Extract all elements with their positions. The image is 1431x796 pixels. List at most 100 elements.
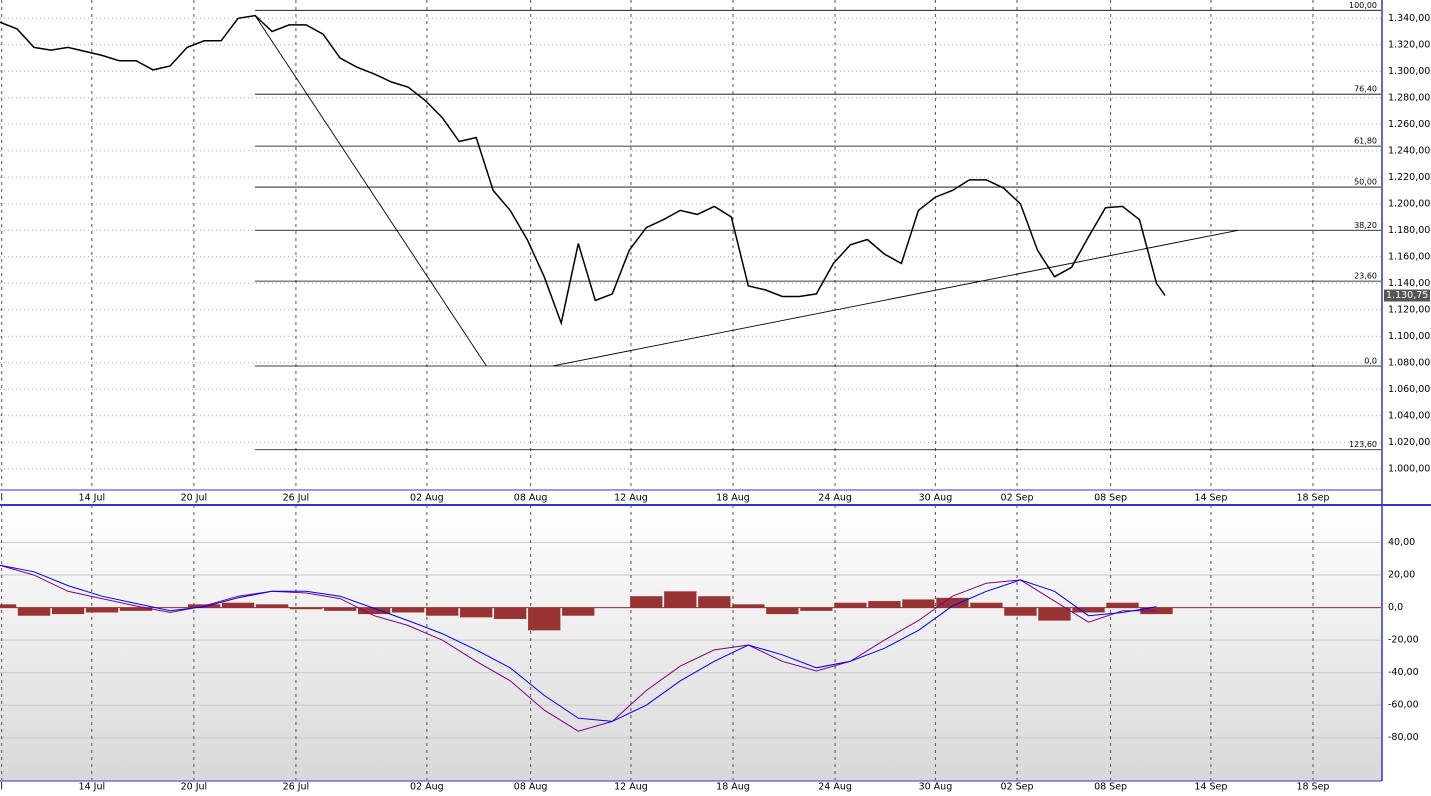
y-tick-label: 1.120,00 bbox=[1388, 304, 1430, 315]
y-tick-label: 1.300,00 bbox=[1388, 66, 1430, 77]
histogram-bar bbox=[119, 607, 153, 611]
histogram-bar bbox=[255, 604, 289, 608]
panel-bg bbox=[0, 508, 1382, 781]
x-tick-label: 02 Sep bbox=[1001, 493, 1034, 504]
y-tick-label: 1.020,00 bbox=[1388, 437, 1430, 448]
x-tick-label: 30 Aug bbox=[919, 782, 953, 793]
histogram-bar bbox=[17, 607, 51, 616]
x-tick-label: 02 Sep bbox=[1001, 782, 1034, 793]
y-tick-label: 1.080,00 bbox=[1388, 357, 1430, 368]
histogram-bar bbox=[528, 607, 561, 631]
y-tick-label: -60,00 bbox=[1388, 700, 1419, 711]
x-tick-label: 08 Sep bbox=[1094, 782, 1127, 793]
y-tick-label: 1.220,00 bbox=[1388, 172, 1430, 183]
x-tick-label: 24 Aug bbox=[818, 493, 852, 504]
y-tick-label: 40,00 bbox=[1388, 537, 1415, 548]
histogram-bar bbox=[51, 607, 85, 615]
histogram-bar bbox=[562, 607, 595, 616]
histogram-bar bbox=[868, 601, 901, 608]
y-tick-label: -20,00 bbox=[1388, 635, 1419, 646]
x-tick-label: 08 Aug bbox=[514, 782, 548, 793]
last-value-box bbox=[1384, 289, 1430, 302]
x-tick-label: 12 Aug bbox=[614, 782, 648, 793]
histogram-bar bbox=[970, 602, 1003, 608]
y-tick-label: 1.280,00 bbox=[1388, 92, 1430, 103]
histogram-bar bbox=[221, 602, 255, 608]
fib-label: 100,00 bbox=[1349, 1, 1377, 10]
y-tick-label: 1.200,00 bbox=[1388, 198, 1430, 209]
y-tick-label: 1.140,00 bbox=[1388, 278, 1430, 289]
x-tick-label: 08 Sep bbox=[1094, 493, 1127, 504]
fib-label: 123,60 bbox=[1349, 440, 1377, 449]
trendline bbox=[552, 229, 1239, 367]
last-value-label: 1.130,75 bbox=[1386, 290, 1428, 301]
x-tick-label: 18 Sep bbox=[1296, 782, 1329, 793]
histogram-bar bbox=[1038, 607, 1071, 621]
histogram-bar bbox=[902, 599, 935, 608]
histogram-bar bbox=[1106, 602, 1139, 608]
x-tick-label: 24 Aug bbox=[818, 782, 852, 793]
x-tick-label: 14 Jul bbox=[79, 493, 106, 504]
x-tick-label: 12 Aug bbox=[614, 493, 648, 504]
histogram-bar bbox=[85, 607, 119, 613]
y-tick-label: 1.320,00 bbox=[1388, 39, 1430, 50]
histogram-bar bbox=[698, 596, 731, 608]
fib-label: 76,40 bbox=[1354, 85, 1377, 94]
x-tick-label: 08 Aug bbox=[514, 493, 548, 504]
y-tick-label: 1.000,00 bbox=[1388, 463, 1430, 474]
histogram-bar bbox=[664, 591, 697, 608]
fib-label: 50,00 bbox=[1354, 178, 1377, 187]
x-tick-label: 14 Sep bbox=[1194, 782, 1227, 793]
histogram-bar bbox=[834, 602, 867, 608]
x-tick-label: 02 Aug bbox=[410, 782, 444, 793]
histogram-bar bbox=[1072, 607, 1105, 613]
trendline bbox=[254, 15, 487, 367]
y-tick-label: 1.060,00 bbox=[1388, 384, 1430, 395]
histogram-bar bbox=[426, 607, 459, 616]
x-tick-label: 26 Jul bbox=[283, 493, 310, 504]
histogram-bar bbox=[1004, 607, 1037, 616]
y-tick-label: 1.100,00 bbox=[1388, 331, 1430, 342]
x-tick-label: 02 Aug bbox=[410, 493, 444, 504]
histogram-bar bbox=[392, 607, 425, 613]
x-tick-label: 14 Jul bbox=[79, 782, 106, 793]
histogram-bar bbox=[936, 597, 969, 608]
line-series bbox=[0, 564, 1157, 722]
histogram-bar bbox=[494, 607, 527, 619]
x-tick-label: l bbox=[0, 493, 3, 504]
line-series bbox=[0, 14, 1166, 326]
histogram-bar bbox=[1140, 607, 1173, 615]
x-tick-label: 14 Sep bbox=[1194, 493, 1227, 504]
histogram-bar bbox=[289, 607, 323, 610]
x-tick-label: 30 Aug bbox=[919, 493, 953, 504]
y-tick-label: -80,00 bbox=[1388, 732, 1419, 743]
x-tick-label: l bbox=[0, 782, 3, 793]
y-tick-label: 20,00 bbox=[1388, 570, 1415, 581]
histogram-bar bbox=[766, 607, 799, 615]
y-tick-label: 1.040,00 bbox=[1388, 410, 1430, 421]
y-tick-label: 1.340,00 bbox=[1388, 13, 1430, 24]
x-tick-label: 18 Aug bbox=[716, 493, 750, 504]
y-tick-label: 1.160,00 bbox=[1388, 251, 1430, 262]
x-tick-label: 26 Jul bbox=[283, 782, 310, 793]
histogram-bar bbox=[358, 607, 391, 615]
y-tick-label: 0,0 bbox=[1388, 602, 1403, 613]
histogram-bar bbox=[630, 596, 663, 608]
histogram-bar bbox=[732, 604, 765, 608]
histogram-bar bbox=[0, 604, 17, 608]
x-tick-label: 18 Sep bbox=[1296, 493, 1329, 504]
fib-label: 38,20 bbox=[1354, 221, 1377, 230]
x-tick-label: 20 Jul bbox=[181, 782, 208, 793]
x-tick-label: 18 Aug bbox=[716, 782, 750, 793]
y-tick-label: -40,00 bbox=[1388, 667, 1419, 678]
fib-label: 61,80 bbox=[1354, 137, 1377, 146]
histogram-bar bbox=[460, 607, 493, 618]
fib-label: 23,60 bbox=[1354, 272, 1377, 281]
y-tick-label: 1.180,00 bbox=[1388, 225, 1430, 236]
x-tick-label: 20 Jul bbox=[181, 493, 208, 504]
histogram-bar bbox=[323, 607, 357, 611]
y-tick-label: 1.260,00 bbox=[1388, 119, 1430, 130]
histogram-bar bbox=[800, 607, 833, 611]
